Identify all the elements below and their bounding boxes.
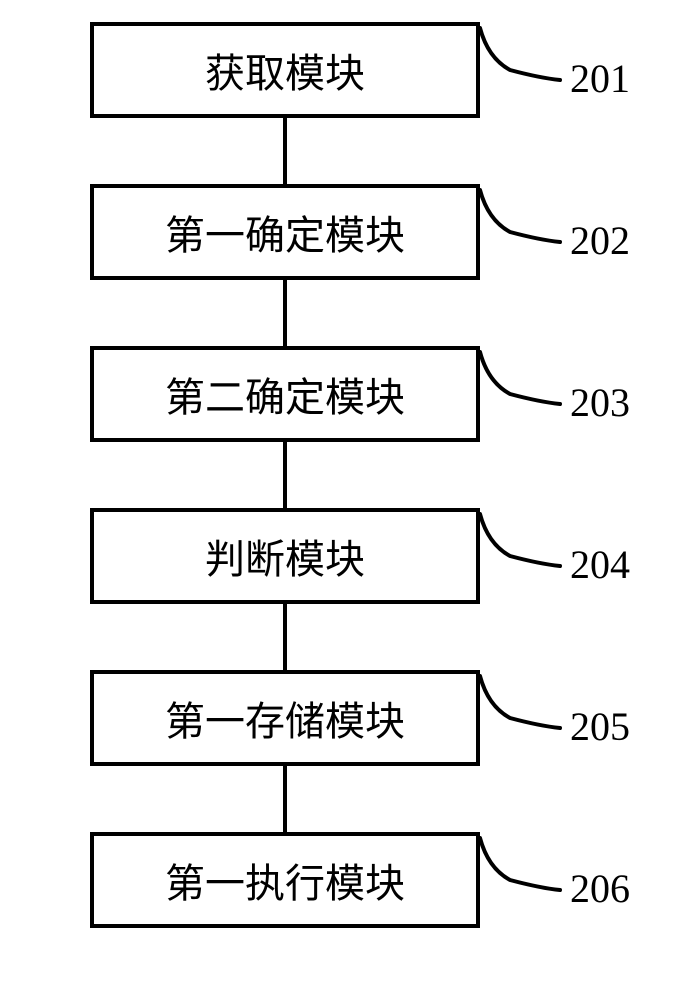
flow-connector xyxy=(283,766,287,832)
flow-connector xyxy=(283,604,287,670)
flow-connector xyxy=(283,280,287,346)
flowchart-canvas: 获取模块201第一确定模块202第二确定模块203判断模块204第一存储模块20… xyxy=(0,0,698,1000)
flow-node-number: 206 xyxy=(570,865,630,912)
flow-connector xyxy=(283,118,287,184)
callout-connector xyxy=(0,0,698,1000)
flow-connector xyxy=(283,442,287,508)
